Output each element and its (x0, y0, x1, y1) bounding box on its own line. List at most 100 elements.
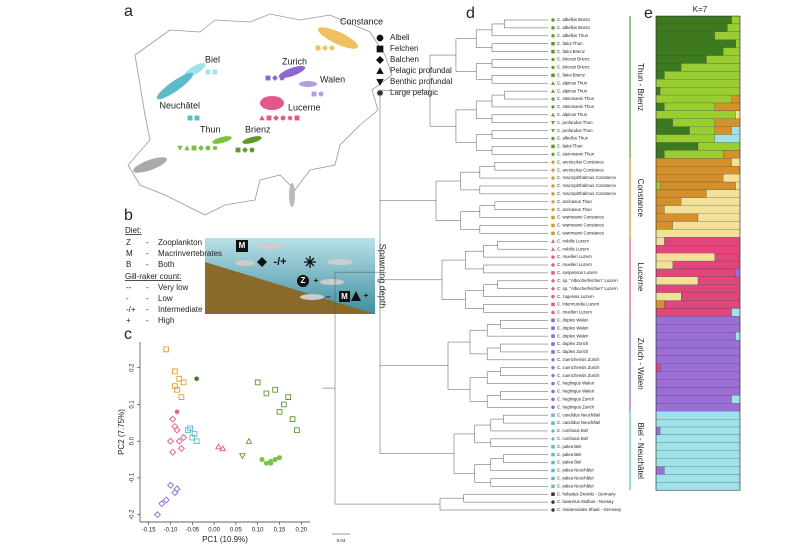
panel-letter: e (644, 5, 653, 22)
lake-marker (329, 45, 335, 51)
admixture-segment (672, 260, 741, 270)
tip-label: C. zuerichensis Zurich (557, 357, 600, 362)
legend-marker (376, 45, 384, 53)
admixture-segment (689, 126, 715, 135)
tip-marker (551, 342, 555, 346)
admixture-segment (727, 23, 741, 32)
tip-marker (551, 263, 555, 267)
tip-label: C. suspensus Luzern (557, 270, 598, 275)
admixture-segment (735, 39, 741, 48)
tip-label: C. duplex Walen (557, 317, 589, 322)
tip-label: C. duplex Walen (557, 333, 589, 338)
admixture-segment (655, 166, 741, 175)
tip-marker (551, 136, 555, 141)
tip-label: C. zugensis Luzern (557, 294, 594, 299)
point (187, 425, 193, 432)
admixture-segment (655, 71, 665, 80)
tip-label: C. albellus Thun (557, 136, 589, 141)
point (171, 422, 179, 431)
lake-marker (198, 145, 204, 151)
tip-label: C. macrophthalmus Constance (557, 175, 617, 180)
tip-marker (550, 112, 556, 117)
tip-marker (551, 460, 555, 465)
lake (156, 72, 194, 100)
admixture-segment (723, 150, 741, 159)
point (174, 386, 180, 393)
diet-text: Macrinvertebrates (158, 249, 222, 258)
gill-text: Intermediate (158, 305, 203, 314)
admixture-segment (655, 411, 741, 420)
legend-marker (376, 34, 384, 42)
tip-marker (551, 318, 555, 323)
point (185, 427, 191, 434)
tip-marker (551, 492, 555, 496)
fish (256, 243, 284, 249)
admixture-segment (655, 102, 665, 111)
tip-label: C. nobilis Luzern (557, 246, 590, 251)
icon-circle (297, 275, 309, 287)
admixture-segment (660, 426, 741, 436)
lake-marker (273, 115, 279, 121)
lake-marker (194, 115, 200, 121)
sep: - (146, 294, 149, 303)
tip-marker (551, 18, 555, 22)
tip-label: C. steinmanni Thun (557, 96, 595, 101)
tip-label: C. palea Neuchâtel (557, 468, 594, 473)
tip-label: C. wartmanni Constance (557, 215, 605, 220)
point (194, 376, 200, 382)
admixture-segment (655, 134, 715, 143)
admixture-segment (655, 332, 736, 341)
admixture-segment (714, 118, 741, 127)
lake-marker (266, 115, 272, 121)
point (268, 460, 274, 466)
tip-marker (551, 152, 555, 156)
admixture-segment (655, 142, 699, 151)
point (215, 443, 222, 450)
tip-marker (550, 428, 556, 434)
tip-label: C. profundus Thun (557, 120, 593, 125)
point (276, 408, 283, 415)
tip-label: C. fatioi Brienz (557, 72, 585, 77)
panel-letter: d (466, 5, 475, 22)
tip-label: C. holsatus Drewitz - Germany (557, 491, 616, 496)
tip-marker (551, 389, 555, 394)
lake-marker (205, 69, 211, 75)
point (193, 438, 200, 445)
tip-label: C. brienzii Brienz (557, 57, 589, 62)
lake-marker (294, 115, 300, 121)
admixture-segment (655, 474, 741, 483)
admixture-segment (655, 253, 715, 262)
sep: - (146, 238, 149, 247)
depth-label: Spawning depth (378, 244, 388, 309)
gill-code: - (126, 294, 129, 303)
point (163, 346, 170, 353)
admixture-segment (735, 110, 741, 119)
group-label: Thun - Brienz (636, 63, 645, 111)
tip-marker (550, 81, 556, 85)
tip-marker (550, 436, 556, 442)
point (172, 383, 178, 389)
tip-label: C. arenicolus Constance (557, 167, 604, 172)
lake-marker (191, 145, 197, 151)
diet-code: Z (126, 238, 131, 247)
point (254, 379, 261, 386)
admixture-segment (660, 87, 741, 96)
lake-marker (322, 45, 328, 51)
admixture-segment (655, 39, 736, 48)
point (245, 437, 253, 444)
tip-label: C. heglingus Walen (557, 389, 595, 394)
lake-marker (187, 115, 193, 121)
admixture-segment (655, 426, 661, 436)
admixture-segment (681, 63, 741, 72)
group-label: Constance (636, 179, 645, 218)
sep: - (146, 260, 149, 269)
point (276, 455, 283, 461)
icon-triangle (351, 291, 361, 301)
admixture-segment (655, 300, 665, 309)
tip-label: C. fatioi Brienz (557, 49, 585, 54)
tip-label: C. heglingus Zurich (557, 396, 595, 401)
point (172, 368, 178, 375)
sep: - (146, 305, 149, 314)
lake-marker (242, 147, 248, 153)
admixture-segment (655, 482, 741, 491)
